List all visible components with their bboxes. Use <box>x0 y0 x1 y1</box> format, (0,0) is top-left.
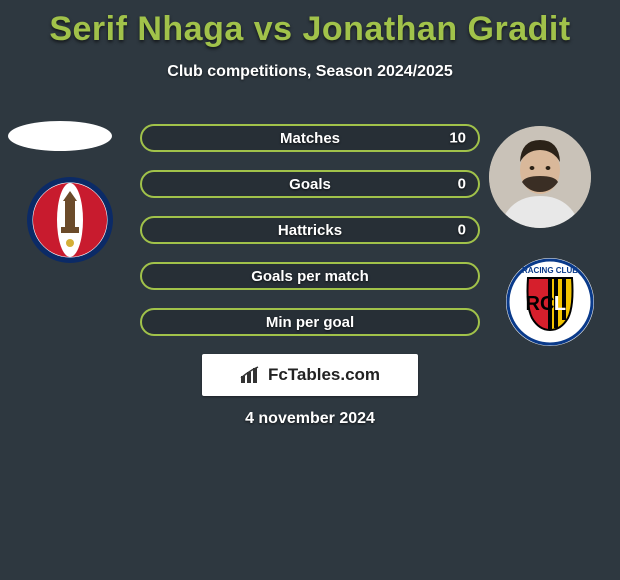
bar-chart-icon <box>240 366 262 384</box>
page-title: Serif Nhaga vs Jonathan Gradit <box>0 0 620 49</box>
stats-container: Matches 10 Goals 0 Hattricks 0 Goals per… <box>140 124 480 354</box>
stat-row-goals: Goals 0 <box>140 170 480 198</box>
stat-label: Hattricks <box>278 222 342 239</box>
stat-row-goals-per-match: Goals per match <box>140 262 480 290</box>
stat-right-value: 10 <box>449 130 466 147</box>
date-text: 4 november 2024 <box>0 410 620 428</box>
stat-right-value: 0 <box>458 176 466 193</box>
player-right-avatar <box>489 126 591 228</box>
rclens-badge-icon: RACING CLUB RC L <box>506 258 594 346</box>
stat-label: Goals per match <box>251 268 369 285</box>
psg-badge-icon <box>27 177 113 263</box>
stat-label: Goals <box>289 176 331 193</box>
stat-right-value: 0 <box>458 222 466 239</box>
svg-text:RACING CLUB: RACING CLUB <box>522 266 578 275</box>
stat-label: Matches <box>280 130 340 147</box>
brand-badge: FcTables.com <box>202 354 418 396</box>
stat-row-matches: Matches 10 <box>140 124 480 152</box>
club-right-badge: RACING CLUB RC L <box>506 258 594 346</box>
player-photo-icon <box>489 126 591 228</box>
stat-row-hattricks: Hattricks 0 <box>140 216 480 244</box>
player-left-avatar <box>8 121 112 151</box>
club-left-badge <box>27 177 113 263</box>
page-subtitle: Club competitions, Season 2024/2025 <box>0 63 620 81</box>
svg-text:RC: RC <box>526 293 555 315</box>
stat-row-min-per-goal: Min per goal <box>140 308 480 336</box>
stat-label: Min per goal <box>266 314 354 331</box>
brand-text: FcTables.com <box>268 365 380 385</box>
svg-text:L: L <box>554 293 566 315</box>
